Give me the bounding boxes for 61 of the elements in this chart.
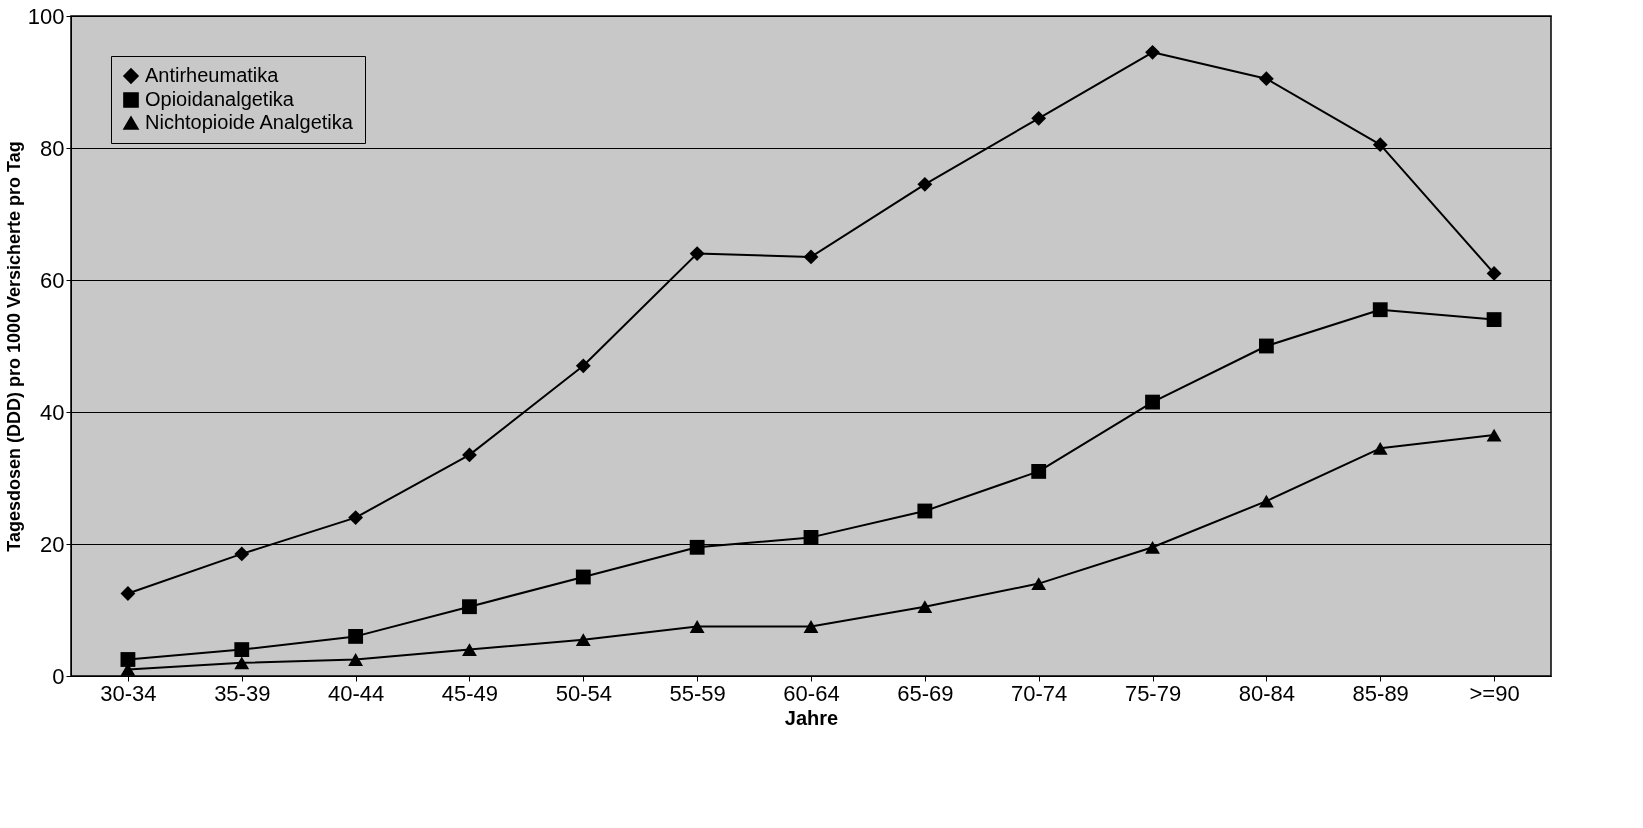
point bbox=[1145, 394, 1160, 410]
point bbox=[1372, 302, 1388, 318]
y-tick-label: 0 bbox=[52, 663, 65, 689]
point bbox=[1486, 312, 1502, 328]
point bbox=[1372, 137, 1388, 153]
x-tick-label: 35-39 bbox=[214, 680, 271, 706]
y-tick-label: 80 bbox=[40, 135, 65, 161]
x-tick-label: 30-34 bbox=[100, 680, 157, 706]
x-tick-label: 40-44 bbox=[327, 680, 385, 706]
point bbox=[234, 656, 250, 670]
point bbox=[1031, 110, 1047, 126]
point bbox=[1486, 265, 1502, 281]
x-tick-label: 75-79 bbox=[1124, 680, 1182, 706]
x-tick-label: 55-59 bbox=[669, 680, 726, 706]
point bbox=[575, 633, 591, 647]
point bbox=[689, 539, 705, 555]
y-tick-label: 40 bbox=[40, 399, 65, 425]
x-tick-label: 45-49 bbox=[441, 680, 499, 706]
x-tick-label: 85-89 bbox=[1352, 680, 1409, 706]
point bbox=[1145, 44, 1160, 60]
point bbox=[348, 510, 364, 526]
legend-label: Opioidanalgetika bbox=[145, 88, 295, 110]
point bbox=[689, 620, 705, 633]
point bbox=[689, 246, 705, 262]
x-tick-label: >=90 bbox=[1469, 680, 1520, 706]
y-tick-label: 20 bbox=[40, 531, 65, 557]
point bbox=[120, 652, 136, 667]
y-tick-label: 60 bbox=[40, 267, 65, 293]
point bbox=[803, 249, 819, 265]
y-tick-label: 100 bbox=[27, 3, 65, 29]
point bbox=[348, 653, 364, 666]
point bbox=[1145, 540, 1160, 554]
point bbox=[917, 176, 933, 192]
legend-label: Nichtopioide Analgetika bbox=[145, 111, 354, 133]
x-axis-title: Jahre bbox=[784, 706, 839, 729]
x-tick-label: 50-54 bbox=[555, 680, 612, 706]
legend-label: Antirheumatika bbox=[145, 64, 280, 86]
x-tick-label: 65-69 bbox=[897, 680, 954, 706]
point bbox=[575, 358, 591, 374]
point bbox=[462, 599, 477, 615]
point bbox=[1258, 71, 1274, 87]
point bbox=[575, 569, 591, 585]
point bbox=[1372, 441, 1388, 455]
point bbox=[234, 546, 250, 562]
y-axis-title: Tagesdosen (DDD) pro 1000 Versicherte pro Tag bbox=[3, 141, 24, 552]
point bbox=[803, 620, 819, 633]
x-tick-label: 80-84 bbox=[1238, 680, 1296, 706]
point bbox=[462, 643, 477, 657]
point bbox=[917, 600, 933, 614]
point bbox=[1258, 338, 1274, 354]
x-tick-label: 70-74 bbox=[1011, 680, 1068, 706]
point bbox=[234, 642, 250, 658]
point bbox=[348, 628, 364, 644]
point bbox=[1031, 577, 1047, 591]
point bbox=[1258, 494, 1274, 508]
point bbox=[1031, 463, 1047, 479]
point bbox=[917, 503, 933, 519]
point bbox=[1486, 428, 1502, 442]
point bbox=[803, 529, 819, 545]
x-tick-label: 60-64 bbox=[783, 680, 840, 706]
point bbox=[462, 447, 477, 463]
